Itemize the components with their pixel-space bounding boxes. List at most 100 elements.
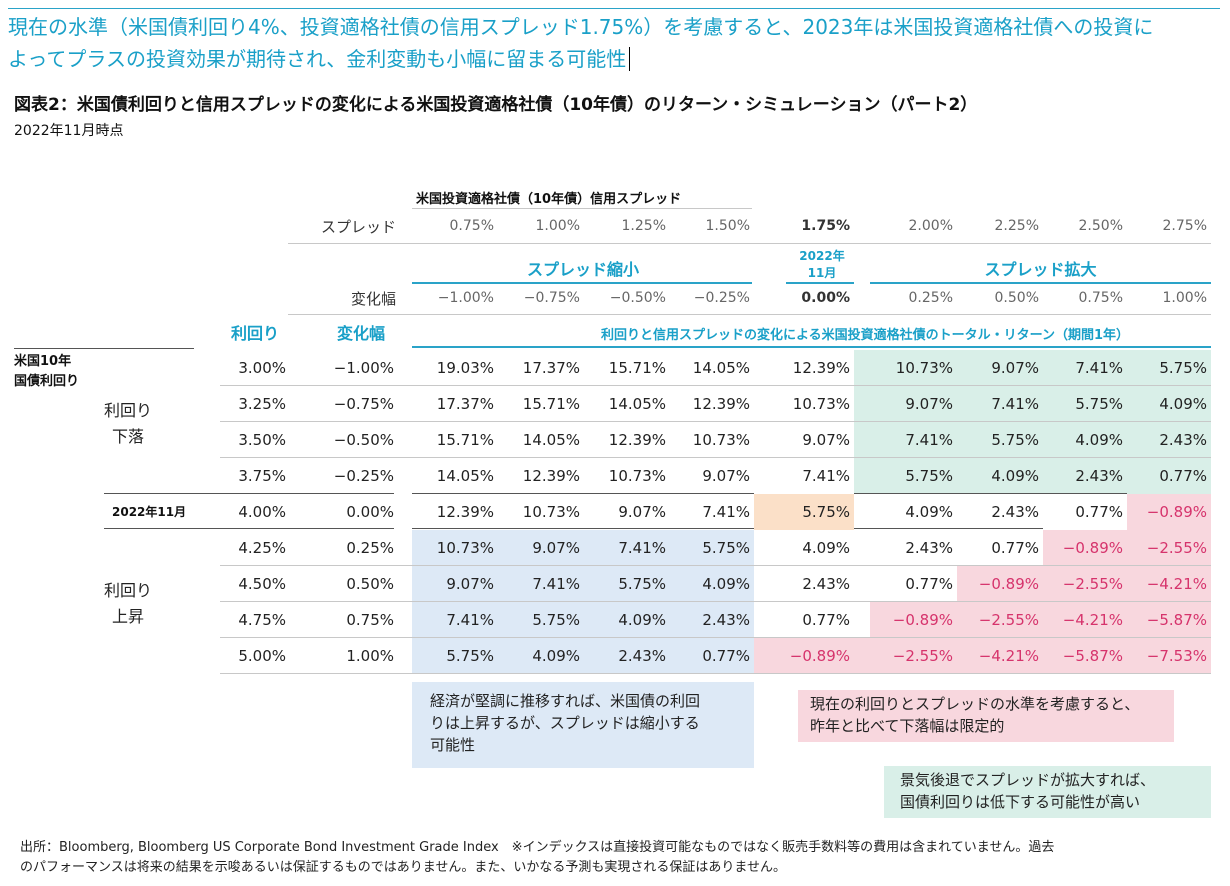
spread-narrow-label: スプレッド縮小 (526, 260, 639, 279)
current-column-label: 2022年 11月 (754, 248, 890, 282)
return-cell: 7.41% (991, 395, 1039, 413)
row-group-main-line-2: 国債利回り (14, 374, 80, 389)
return-cell: 4.09% (802, 539, 850, 557)
headline: 現在の水準（米国債利回り4%、投資適格社債の信用スプレッド1.75%）を考慮する… (8, 8, 1220, 75)
return-cell: 4.09% (905, 503, 953, 521)
return-cell: 10.73% (522, 503, 580, 521)
row-yield-change: −0.25% (333, 467, 394, 485)
return-cell: 10.73% (792, 395, 850, 413)
current-row-top-rule (104, 493, 394, 494)
row-rule (220, 601, 1211, 602)
return-cell: 12.39% (608, 431, 666, 449)
row-yield: 3.50% (238, 431, 286, 449)
return-cell: −7.53% (1146, 647, 1207, 665)
note-green-line-2: 国債利回りは低下する可能性が高い (900, 793, 1141, 811)
group-current-label: 2022年11月 (112, 505, 187, 519)
row-yield-change: 0.00% (346, 503, 394, 521)
return-cell: 17.37% (522, 359, 580, 377)
return-cell: 5.75% (905, 467, 953, 485)
return-cell: 2.43% (802, 575, 850, 593)
return-cell: 9.07% (446, 575, 494, 593)
row-yield-change: 0.50% (346, 575, 394, 593)
row-rule (220, 637, 1211, 638)
zone-spread-narrow-yield-rise (412, 530, 754, 674)
return-cell: 7.41% (1075, 359, 1123, 377)
spread-change-label: 変化幅 (350, 290, 396, 308)
return-cell: 5.75% (1075, 395, 1123, 413)
return-cell: −0.89% (1062, 539, 1123, 557)
spread-value: 1.50% (705, 218, 750, 234)
row-group-rule (14, 348, 194, 349)
zone-pink-r7 (870, 602, 1211, 638)
return-cell: 2.43% (905, 539, 953, 557)
spread-header-title: 米国投資適格社債（10年債）信用スプレッド (416, 192, 682, 207)
return-cell: −0.89% (892, 611, 953, 629)
return-cell: 2.43% (991, 503, 1039, 521)
current-cell-highlight (754, 494, 854, 530)
return-cell: 4.09% (618, 611, 666, 629)
return-cell: 10.73% (895, 359, 953, 377)
return-cell: −5.87% (1062, 647, 1123, 665)
headline-line-2: よってプラスの投資効果が期待され、金利変動も小幅に留まる可能性 (8, 47, 627, 71)
group-yield-fall-label: 利回り 下落 (104, 398, 152, 450)
return-cell: 12.39% (692, 395, 750, 413)
spread-value: 0.75% (449, 218, 494, 234)
current-row-top-rule-right (412, 493, 754, 494)
return-cell: −0.89% (789, 647, 850, 665)
note-blue-line-3: 可能性 (430, 736, 476, 754)
return-cell: 4.09% (991, 467, 1039, 485)
current-column-label-year: 2022年 (799, 249, 845, 263)
return-cell: 9.07% (905, 395, 953, 413)
return-cell: 14.05% (436, 467, 494, 485)
spread-change-value: 0.75% (1078, 290, 1123, 306)
return-cell: 9.07% (532, 539, 580, 557)
note-blue-line-1: 経済が堅調に推移すれば、米国債の利回 (430, 692, 701, 710)
row-yield-change: 0.75% (346, 611, 394, 629)
spread-value: 2.00% (908, 218, 953, 234)
return-cell: 7.41% (802, 467, 850, 485)
zone-note-green (884, 766, 1211, 818)
zone-spread-widen-yield-fall (854, 350, 1211, 494)
spread-change-value: −0.50% (609, 290, 666, 306)
return-cell: −4.21% (1146, 575, 1207, 593)
row-yield: 4.25% (238, 539, 286, 557)
return-cell: 0.77% (802, 611, 850, 629)
return-cell: 0.77% (991, 539, 1039, 557)
row-yield-change: −1.00% (333, 359, 394, 377)
return-cell: 10.73% (436, 539, 494, 557)
current-row-bottom-rule-far (854, 528, 1043, 529)
note-pink: 現在の利回りとスプレッドの水準を考慮すると、 昨年と比べて下落幅は限定的 (810, 693, 1172, 737)
note-pink-line-2: 昨年と比べて下落幅は限定的 (810, 717, 1005, 735)
zone-pink-r8 (754, 638, 1211, 674)
return-cell: 12.39% (522, 467, 580, 485)
spread-header-rule (412, 208, 752, 209)
row-rule (220, 421, 1211, 422)
text-cursor (629, 47, 631, 71)
spread-value: 1.25% (621, 218, 666, 234)
row-yield: 4.75% (238, 611, 286, 629)
yield-change-column-label: 変化幅 (336, 324, 385, 343)
zone-pink-r5 (1043, 530, 1211, 566)
note-blue: 経済が堅調に推移すれば、米国債の利回 りは上昇するが、スプレッドは縮小する 可能… (430, 690, 750, 756)
return-cell: 7.41% (905, 431, 953, 449)
spread-change-value: −0.25% (693, 290, 750, 306)
row-yield-change: −0.75% (333, 395, 394, 413)
return-cell: 5.75% (618, 575, 666, 593)
group-yield-rise-label: 利回り 上昇 (104, 578, 152, 630)
note-green-line-1: 景気後退でスプレッドが拡大すれば、 (900, 771, 1156, 789)
figure-title: 図表2：米国債利回りと信用スプレッドの変化による米国投資適格社債（10年債）のリ… (14, 95, 978, 115)
return-cell: 0.77% (1075, 503, 1123, 521)
current-row-bottom-rule-right (412, 528, 754, 529)
row-yield-change: −0.50% (333, 431, 394, 449)
row-yield: 5.00% (238, 647, 286, 665)
headline-line-1: 現在の水準（米国債利回り4%、投資適格社債の信用スプレッド1.75%）を考慮する… (8, 15, 1154, 39)
row-yield-change: 1.00% (346, 647, 394, 665)
footer-source: 出所：Bloomberg, Bloomberg US Corporate Bon… (20, 838, 1220, 878)
zone-pink-r6 (957, 566, 1211, 602)
return-cell: 4.09% (532, 647, 580, 665)
return-cell: 0.77% (905, 575, 953, 593)
total-return-underline (412, 346, 1211, 348)
return-cell: −2.55% (1146, 539, 1207, 557)
row-yield: 3.25% (238, 395, 286, 413)
row-rule (220, 385, 1211, 386)
